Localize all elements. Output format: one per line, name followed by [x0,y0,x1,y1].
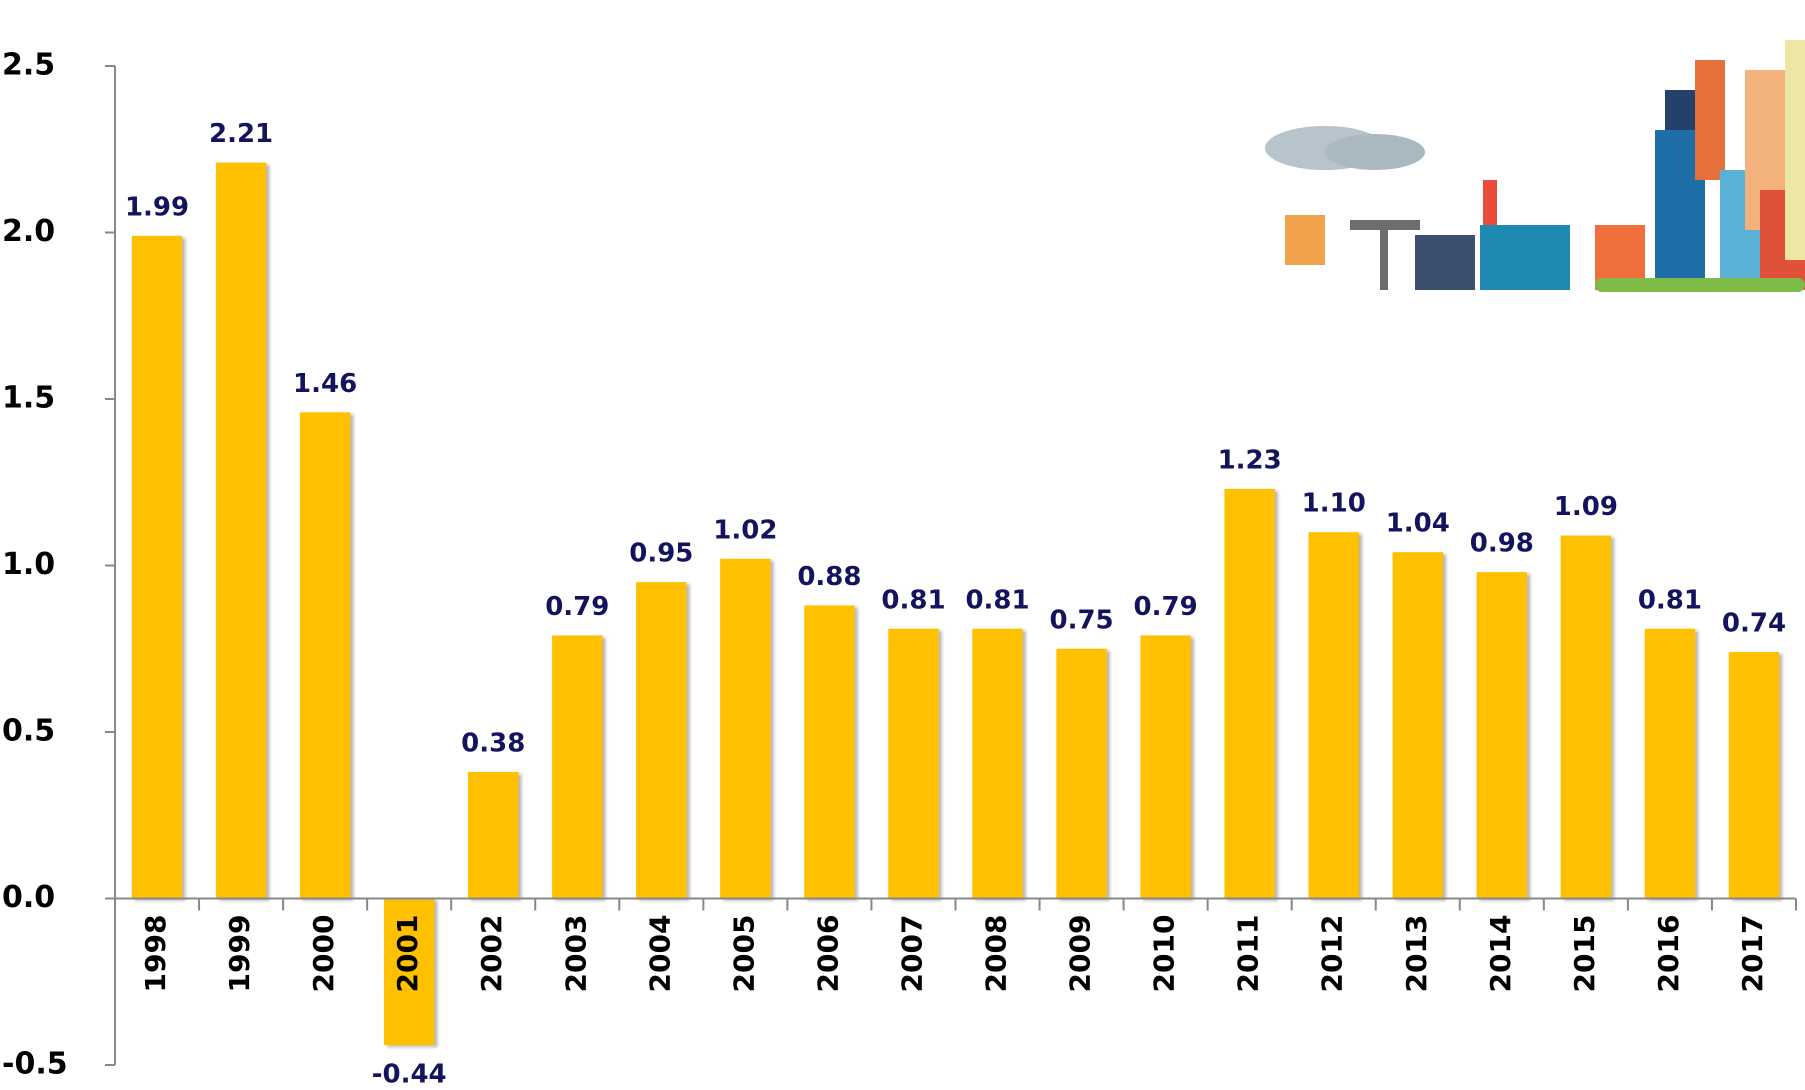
value-label: 1.46 [293,369,357,399]
value-label: 0.74 [1722,609,1786,639]
x-tick-label: 2015 [1568,915,1601,993]
value-label: 1.10 [1302,489,1366,519]
x-tick-label: 2000 [307,915,340,993]
bar [468,771,519,899]
value-label: 1.23 [1218,445,1282,475]
value-label: 0.79 [1134,592,1198,622]
y-tick-label: 0.0 [2,880,55,915]
x-tick-label: 1998 [139,915,172,993]
value-label: 0.75 [1049,605,1113,635]
value-label: 0.81 [881,585,945,615]
value-label: 1.04 [1386,509,1450,539]
y-tick-label: 0.5 [2,714,55,749]
y-tick-label: 1.5 [2,381,55,416]
x-tick-label: 2009 [1064,915,1097,993]
bar [804,605,855,899]
bar [1476,572,1528,899]
value-label: 0.95 [629,539,693,569]
bar [552,635,603,899]
bar [1224,488,1275,899]
value-label: 0.79 [545,592,609,622]
x-tick-label: 2003 [559,915,592,993]
bar [1140,635,1191,899]
x-tick-label: 2016 [1652,915,1685,993]
value-label: 0.38 [461,728,525,758]
x-tick-label: 2007 [895,915,928,993]
bar [972,628,1023,899]
value-label: 0.81 [965,585,1029,615]
city-illustration [1265,40,1805,292]
x-tick-label: 2005 [727,915,760,993]
bar [1056,648,1107,899]
x-tick-label: 2014 [1484,915,1517,993]
value-label: 2.21 [209,119,273,149]
value-label: -0.44 [372,1060,447,1090]
x-tick-label: 2004 [643,915,676,993]
x-tick-label: 2006 [811,915,844,993]
bar [383,898,435,1046]
bar [888,628,939,899]
bar [1392,552,1443,899]
bar [131,235,183,899]
x-tick-label: 2010 [1148,915,1181,993]
x-tick-label: 2008 [980,915,1013,993]
value-label: 1.99 [125,192,189,222]
bar [299,412,351,899]
value-label: 1.09 [1554,492,1618,522]
y-tick-label: 2.0 [2,214,55,249]
bar [1560,535,1612,899]
x-tick-label: 2012 [1316,915,1349,993]
bar [636,582,687,899]
bar [1308,532,1359,899]
bar [1644,628,1696,899]
bar [215,162,267,899]
x-tick-label: 2011 [1232,915,1265,993]
value-label: 0.98 [1470,529,1534,559]
x-tick-label: 2017 [1736,915,1769,993]
y-tick-label: -0.5 [2,1047,68,1082]
value-label: 0.81 [1638,585,1702,615]
x-tick-label: 1999 [223,915,256,993]
y-tick-label: 2.5 [2,48,55,83]
x-tick-label: 2002 [475,915,508,993]
value-label: 0.88 [797,562,861,592]
x-tick-label: 2013 [1400,915,1433,993]
bar [1728,652,1780,899]
value-label: 1.02 [713,515,777,545]
y-tick-label: 1.0 [2,547,55,582]
bar [720,558,771,899]
x-tick-label: 2001 [391,915,424,993]
